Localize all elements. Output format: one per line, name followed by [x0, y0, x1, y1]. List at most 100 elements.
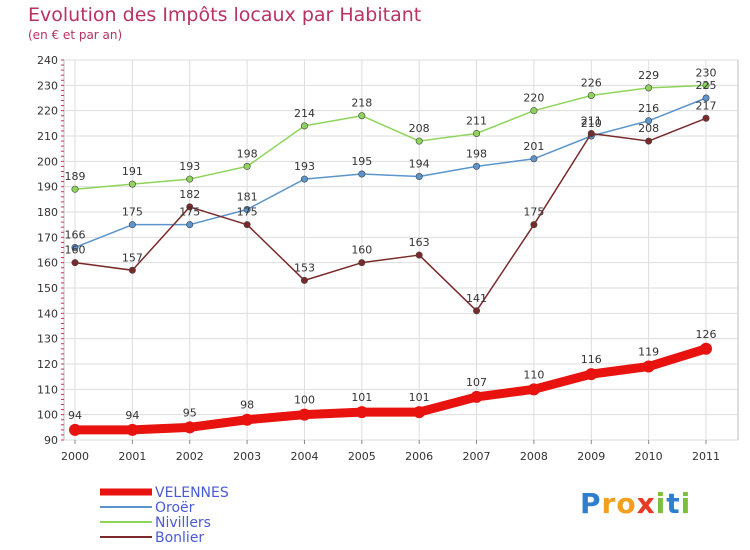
data-point	[241, 413, 254, 426]
data-label: 210	[581, 117, 602, 130]
data-label: 194	[409, 158, 430, 171]
data-label: 126	[696, 328, 717, 341]
data-point	[473, 307, 481, 315]
data-point	[530, 155, 538, 163]
data-point	[587, 91, 595, 99]
x-tick-label: 2010	[635, 450, 663, 463]
data-point	[702, 94, 710, 102]
data-label: 195	[351, 155, 372, 168]
x-tick-label: 2003	[233, 450, 261, 463]
data-point	[527, 383, 540, 396]
plot-frame	[63, 59, 739, 441]
data-label: 198	[466, 147, 487, 160]
data-point	[415, 173, 423, 181]
data-label: 208	[638, 122, 659, 135]
data-label: 229	[638, 69, 659, 82]
data-label: 211	[466, 114, 487, 127]
x-tick-label: 2002	[176, 450, 204, 463]
y-tick-label: 150	[37, 282, 58, 295]
data-label: 216	[638, 102, 659, 115]
data-point	[128, 221, 136, 229]
data-label: 226	[581, 76, 602, 89]
data-point	[69, 423, 81, 436]
data-label: 94	[125, 409, 139, 422]
data-point	[186, 203, 194, 211]
data-point	[358, 170, 366, 178]
data-label: 157	[122, 251, 143, 264]
legend-label: Bonlier	[155, 530, 204, 546]
data-label: 141	[466, 292, 487, 305]
data-point	[702, 81, 710, 89]
x-tick-label: 2004	[290, 450, 318, 463]
y-tick-label: 230	[37, 79, 58, 92]
data-point	[642, 360, 655, 373]
data-point	[473, 129, 481, 137]
data-label-layer: 94 94 95 98 100 101 101 107 110 116 119 126 166 175 17…	[65, 66, 717, 422]
y-tick-label: 140	[37, 307, 58, 320]
y-tick-label: 90	[44, 434, 58, 447]
data-label: 160	[65, 244, 86, 257]
logo-letter: r	[601, 487, 617, 520]
data-label: 116	[581, 353, 602, 366]
chart-title: Evolution des Impôts locaux par Habitant	[28, 4, 422, 26]
logo-letter: i	[680, 487, 692, 520]
y-tick-label: 210	[37, 130, 58, 143]
data-label: 166	[65, 228, 86, 241]
data-point	[126, 423, 139, 436]
data-label: 193	[179, 160, 200, 173]
data-point	[470, 390, 483, 403]
data-label: 220	[523, 92, 544, 105]
legend-label: VELENNES	[155, 485, 229, 501]
y-tick-label: 190	[37, 181, 58, 194]
y-tick-label: 170	[37, 231, 58, 244]
data-label: 193	[294, 160, 315, 173]
data-label: 160	[351, 244, 372, 257]
data-point	[473, 162, 481, 170]
data-label: 95	[183, 406, 197, 419]
data-label: 98	[240, 399, 254, 412]
logo-letter: t	[666, 487, 681, 520]
x-tick-label: 2008	[520, 450, 548, 463]
legend-label: Nivillers	[155, 515, 211, 531]
y-tick-label: 110	[37, 383, 58, 396]
data-label: 163	[409, 236, 430, 249]
data-label: 175	[122, 206, 143, 219]
data-label: 119	[638, 346, 659, 359]
data-label: 191	[122, 165, 143, 178]
data-point	[585, 368, 598, 381]
y-tick-label: 200	[37, 155, 58, 168]
data-point	[71, 185, 79, 193]
data-label: 175	[179, 206, 200, 219]
data-point	[413, 406, 426, 419]
series-line-oroër	[74, 97, 707, 249]
data-point	[243, 205, 251, 213]
series-line-nivillers	[74, 84, 707, 190]
data-point	[71, 243, 79, 251]
data-point	[300, 276, 308, 284]
series-layer	[69, 81, 712, 436]
logo-letter: i	[655, 487, 667, 520]
data-label: 214	[294, 107, 315, 120]
data-point	[71, 259, 79, 267]
data-point	[587, 129, 595, 137]
data-point	[243, 221, 251, 229]
data-label: 230	[696, 66, 717, 79]
data-label: 175	[523, 206, 544, 219]
x-tick-label: 2006	[405, 450, 433, 463]
data-label: 198	[237, 147, 258, 160]
data-label: 153	[294, 261, 315, 274]
data-label: 110	[523, 368, 544, 381]
y-tick-label: 160	[37, 257, 58, 270]
data-point	[186, 175, 194, 183]
grid-layer	[63, 59, 739, 441]
data-point	[415, 251, 423, 259]
data-label: 101	[351, 391, 372, 404]
y-tick-label: 100	[37, 409, 58, 422]
x-tick-label: 2001	[118, 450, 146, 463]
legend-label: Oroër	[155, 500, 195, 516]
data-point	[530, 107, 538, 115]
data-label: 218	[351, 97, 372, 110]
